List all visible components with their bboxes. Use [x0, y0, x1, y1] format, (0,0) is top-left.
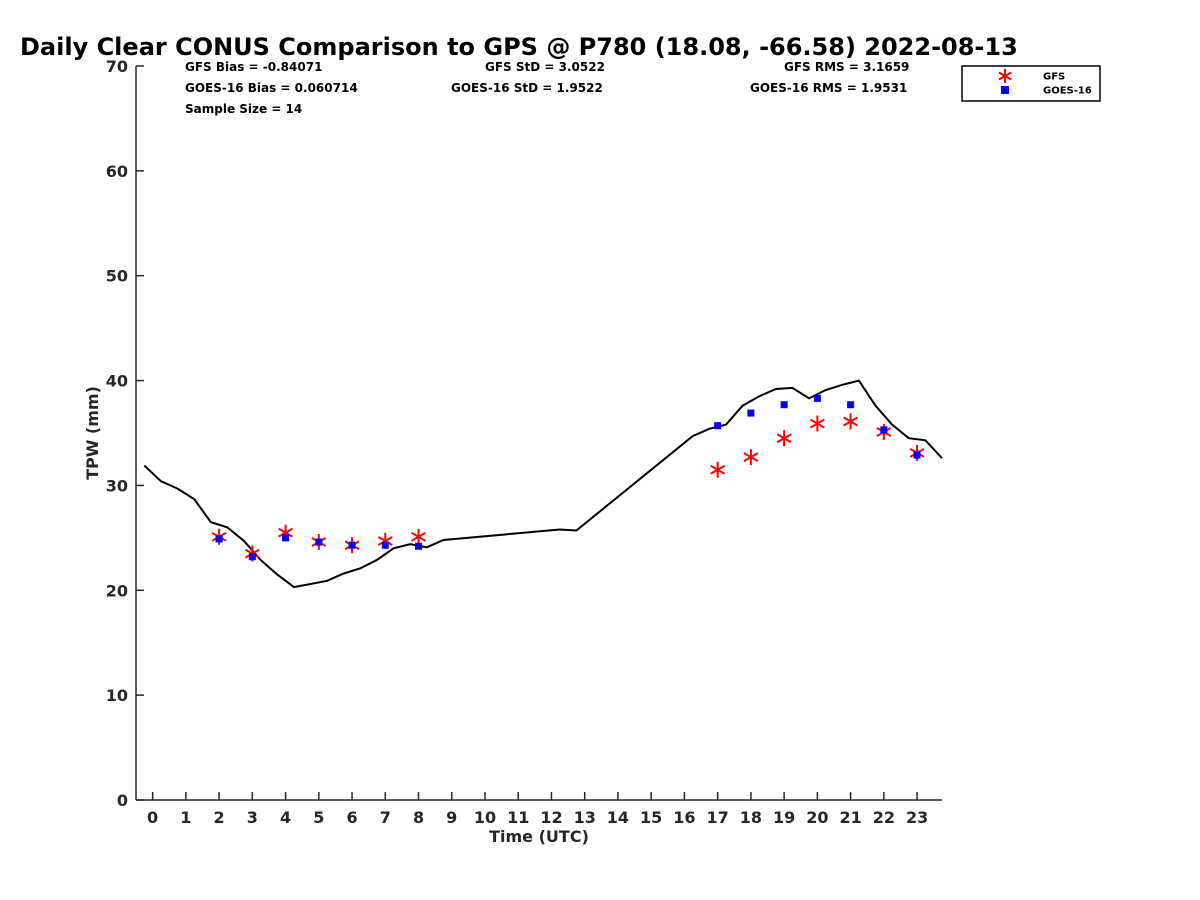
y-tick-label: 50: [106, 267, 128, 286]
goes-point: [248, 553, 256, 561]
goes-point: [415, 542, 423, 550]
gfs-point: [843, 413, 859, 430]
y-tick-label: 0: [117, 791, 128, 810]
x-tick-label: 22: [873, 808, 895, 827]
goes-point: [913, 451, 921, 459]
x-tick-label: 19: [773, 808, 795, 827]
y-tick-label: 60: [106, 162, 128, 181]
x-tick-label: 14: [607, 808, 629, 827]
x-tick-label: 4: [280, 808, 291, 827]
x-tick-label: 6: [346, 808, 357, 827]
x-tick-label: 1: [180, 808, 191, 827]
x-tick-label: 7: [380, 808, 391, 827]
x-tick-label: 10: [474, 808, 496, 827]
gfs-point: [411, 528, 426, 545]
legend-goes-marker: [1001, 86, 1009, 94]
goes-point: [780, 401, 788, 409]
goes-point: [282, 534, 290, 542]
gfs-std-stat: GFS StD = 3.0522: [485, 60, 605, 74]
x-tick-label: 9: [446, 808, 457, 827]
gfs-bias-stat: GFS Bias = -0.84071: [185, 60, 322, 74]
x-tick-label: 16: [673, 808, 695, 827]
x-tick-label: 0: [147, 808, 158, 827]
x-tick-label: 20: [806, 808, 828, 827]
legend-label: GOES-16: [1043, 86, 1092, 97]
y-tick-label: 20: [106, 581, 128, 600]
x-tick-label: 13: [574, 808, 596, 827]
x-tick-label: 8: [413, 808, 424, 827]
x-tick-label: 21: [839, 808, 861, 827]
y-tick-label: 30: [106, 476, 128, 495]
x-tick-label: 5: [313, 808, 324, 827]
x-tick-label: 3: [247, 808, 258, 827]
x-tick-label: 18: [740, 808, 762, 827]
legend-label: GFS: [1043, 72, 1065, 83]
legend-gfs-marker: [998, 69, 1012, 83]
gfs-point: [776, 430, 792, 447]
legend: GFS GOES-16: [961, 65, 1101, 102]
y-tick-label: 70: [106, 57, 128, 76]
x-tick-label: 17: [707, 808, 729, 827]
goes-rms-stat: GOES-16 RMS = 1.9531: [750, 81, 907, 95]
goes-point: [813, 394, 821, 402]
goes-point: [880, 426, 888, 434]
sample-size-stat: Sample Size = 14: [185, 102, 302, 116]
x-axis-label: Time (UTC): [489, 827, 589, 846]
y-tick-label: 40: [106, 372, 128, 391]
gfs-rms-stat: GFS RMS = 3.1659: [784, 60, 909, 74]
x-tick-label: 11: [507, 808, 529, 827]
gps-line: [143, 379, 943, 589]
goes-bias-stat: GOES-16 Bias = 0.060714: [185, 81, 358, 95]
goes-point: [847, 401, 855, 409]
goes-point: [315, 538, 323, 546]
x-tick-label: 23: [906, 808, 928, 827]
chart-title: Daily Clear CONUS Comparison to GPS @ P7…: [20, 33, 1018, 61]
gfs-point: [710, 461, 726, 478]
legend-box: [961, 65, 1101, 102]
y-axis-label: TPW (mm): [83, 386, 102, 480]
goes-std-stat: GOES-16 StD = 1.9522: [451, 81, 603, 95]
goes-point: [348, 541, 356, 549]
gfs-point: [743, 449, 759, 466]
goes-point: [381, 541, 389, 549]
x-tick-label: 15: [640, 808, 662, 827]
y-tick-label: 10: [106, 686, 128, 705]
x-tick-label: 2: [214, 808, 225, 827]
goes-point: [714, 422, 722, 430]
goes-point: [215, 535, 223, 543]
x-tick-label: 12: [540, 808, 562, 827]
goes-point: [747, 409, 755, 417]
gfs-point: [809, 415, 825, 432]
